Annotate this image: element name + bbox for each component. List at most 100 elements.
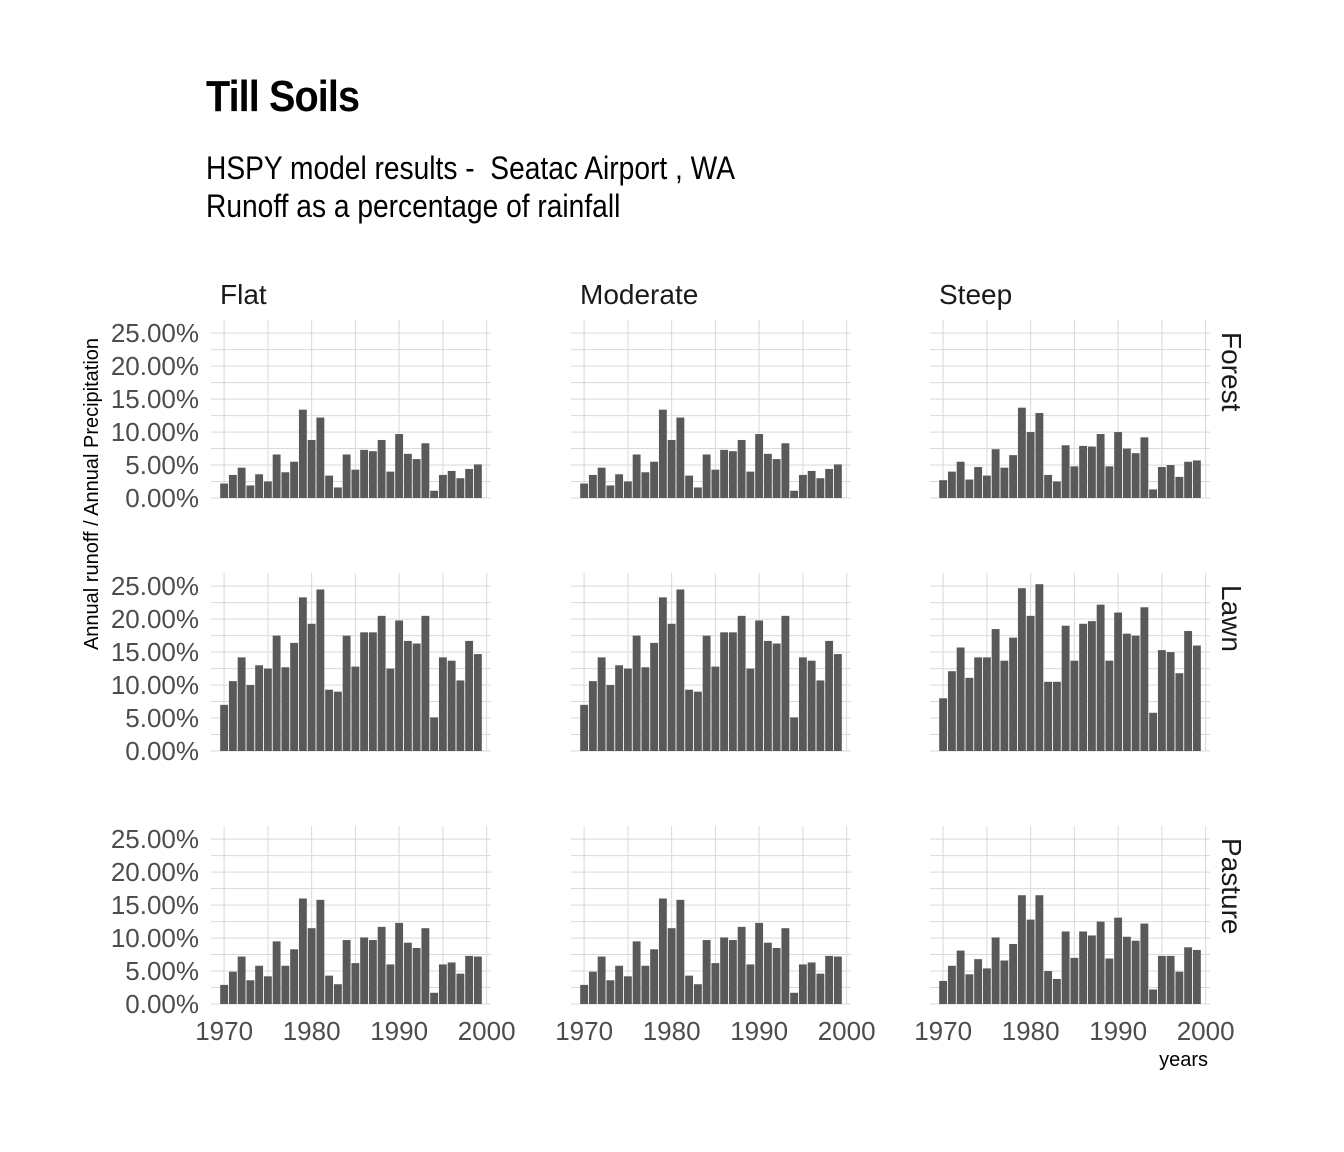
bar-steep-pasture-1972 bbox=[956, 950, 965, 1004]
bar-steep-forest-1992 bbox=[1131, 453, 1140, 498]
bar-moderate-lawn-1974 bbox=[615, 665, 624, 751]
y-tick-label: 0.00% bbox=[125, 736, 199, 766]
x-tick-label: 1990 bbox=[730, 1016, 788, 1046]
bar-flat-forest-1996 bbox=[447, 470, 456, 498]
chart-subtitle-line-2: Runoff as a percentage of rainfall bbox=[206, 188, 621, 224]
bar-steep-forest-1975 bbox=[982, 475, 991, 498]
bar-moderate-forest-1972 bbox=[597, 467, 606, 498]
bar-moderate-forest-1978 bbox=[650, 461, 659, 498]
bar-moderate-forest-1996 bbox=[807, 470, 816, 498]
bar-steep-pasture-1974 bbox=[974, 959, 983, 1004]
bar-flat-forest-1982 bbox=[325, 475, 334, 498]
bar-steep-forest-1971 bbox=[947, 471, 956, 498]
bar-flat-lawn-1987 bbox=[368, 632, 377, 751]
x-tick-label: 1970 bbox=[195, 1016, 253, 1046]
bar-moderate-forest-1971 bbox=[588, 474, 597, 498]
bar-steep-forest-1997 bbox=[1175, 476, 1184, 498]
bar-steep-forest-1993 bbox=[1140, 437, 1149, 498]
x-tick-label: 1980 bbox=[643, 1016, 701, 1046]
bar-steep-lawn-1973 bbox=[965, 677, 974, 751]
bar-flat-lawn-1981 bbox=[316, 589, 325, 751]
bar-flat-forest-1989 bbox=[386, 471, 395, 498]
facet-row-label: Forest bbox=[1216, 332, 1247, 412]
y-tick-label: 25.00% bbox=[111, 824, 199, 854]
bar-steep-lawn-1970 bbox=[939, 698, 948, 751]
bar-moderate-pasture-1979 bbox=[658, 898, 667, 1004]
bar-steep-pasture-1983 bbox=[1052, 978, 1061, 1004]
bar-steep-forest-1999 bbox=[1192, 460, 1201, 498]
bar-steep-lawn-1994 bbox=[1149, 712, 1158, 751]
bar-flat-forest-1987 bbox=[368, 451, 377, 498]
bar-steep-lawn-1982 bbox=[1044, 681, 1053, 751]
facet-column-label: Steep bbox=[939, 279, 1012, 310]
bar-moderate-pasture-1989 bbox=[746, 964, 755, 1004]
y-tick-label: 15.00% bbox=[111, 384, 199, 414]
bar-moderate-forest-1997 bbox=[816, 478, 825, 498]
bar-steep-lawn-1992 bbox=[1131, 635, 1140, 751]
bar-steep-lawn-1981 bbox=[1035, 584, 1044, 751]
bar-steep-pasture-1975 bbox=[982, 968, 991, 1004]
bar-moderate-pasture-1995 bbox=[798, 964, 807, 1004]
bar-flat-lawn-1989 bbox=[386, 668, 395, 751]
bar-moderate-forest-1983 bbox=[693, 487, 702, 498]
bar-flat-forest-1998 bbox=[465, 468, 474, 498]
bar-moderate-lawn-1992 bbox=[772, 643, 781, 751]
bar-moderate-pasture-1971 bbox=[588, 971, 597, 1004]
bar-moderate-pasture-1987 bbox=[728, 940, 737, 1004]
bar-steep-forest-1982 bbox=[1044, 474, 1053, 498]
bar-flat-lawn-1995 bbox=[438, 657, 447, 751]
bar-steep-lawn-1977 bbox=[1000, 660, 1009, 751]
bar-flat-pasture-1993 bbox=[421, 928, 430, 1004]
bar-steep-pasture-1988 bbox=[1096, 921, 1105, 1004]
bar-flat-lawn-1982 bbox=[325, 689, 334, 751]
bar-moderate-forest-1991 bbox=[763, 453, 772, 498]
bar-moderate-pasture-1992 bbox=[772, 947, 781, 1004]
bar-flat-lawn-1998 bbox=[465, 640, 474, 751]
bar-moderate-lawn-1976 bbox=[632, 635, 641, 751]
y-tick-label: 10.00% bbox=[111, 417, 199, 447]
bar-flat-lawn-1979 bbox=[298, 597, 307, 751]
bar-flat-forest-1991 bbox=[403, 453, 412, 498]
bar-steep-lawn-1993 bbox=[1140, 607, 1149, 751]
bar-flat-pasture-1981 bbox=[316, 899, 325, 1004]
bar-steep-forest-1974 bbox=[974, 467, 983, 498]
bar-moderate-pasture-1973 bbox=[606, 980, 615, 1004]
bar-steep-forest-1995 bbox=[1157, 467, 1166, 498]
bar-moderate-forest-1985 bbox=[711, 469, 720, 498]
bar-moderate-forest-1977 bbox=[641, 472, 650, 498]
bar-moderate-lawn-1995 bbox=[798, 657, 807, 751]
bar-moderate-pasture-1998 bbox=[825, 955, 834, 1004]
bar-moderate-pasture-1986 bbox=[720, 937, 729, 1004]
bar-steep-lawn-1990 bbox=[1114, 612, 1123, 751]
bar-moderate-forest-1993 bbox=[781, 443, 790, 498]
bar-flat-forest-1974 bbox=[255, 474, 264, 498]
bar-flat-forest-1973 bbox=[246, 485, 255, 498]
bar-moderate-pasture-1984 bbox=[702, 940, 711, 1004]
bar-steep-pasture-1984 bbox=[1061, 931, 1070, 1004]
bar-moderate-pasture-1977 bbox=[641, 965, 650, 1004]
bar-flat-pasture-1996 bbox=[447, 962, 456, 1004]
bar-moderate-forest-1989 bbox=[746, 471, 755, 498]
bar-moderate-pasture-1996 bbox=[807, 962, 816, 1004]
bar-flat-forest-1992 bbox=[412, 459, 421, 498]
bar-flat-forest-1975 bbox=[263, 481, 272, 498]
bar-moderate-pasture-1975 bbox=[623, 976, 632, 1004]
bar-flat-pasture-1983 bbox=[333, 984, 342, 1004]
bar-steep-forest-1989 bbox=[1105, 466, 1114, 498]
bar-moderate-forest-1982 bbox=[685, 475, 694, 498]
bar-moderate-forest-1970 bbox=[580, 483, 589, 498]
bar-flat-forest-1988 bbox=[377, 439, 386, 498]
bar-moderate-lawn-1973 bbox=[606, 685, 615, 751]
bar-moderate-forest-1979 bbox=[658, 409, 667, 498]
bar-flat-forest-1986 bbox=[360, 449, 369, 498]
bar-flat-forest-1978 bbox=[290, 461, 299, 498]
bar-steep-lawn-1984 bbox=[1061, 625, 1070, 751]
bar-flat-pasture-1971 bbox=[228, 971, 237, 1004]
x-tick-label: 1970 bbox=[555, 1016, 613, 1046]
bar-flat-lawn-1990 bbox=[395, 620, 404, 751]
bar-moderate-lawn-1989 bbox=[746, 668, 755, 751]
bar-steep-pasture-1989 bbox=[1105, 958, 1114, 1004]
bar-moderate-lawn-1993 bbox=[781, 615, 790, 751]
